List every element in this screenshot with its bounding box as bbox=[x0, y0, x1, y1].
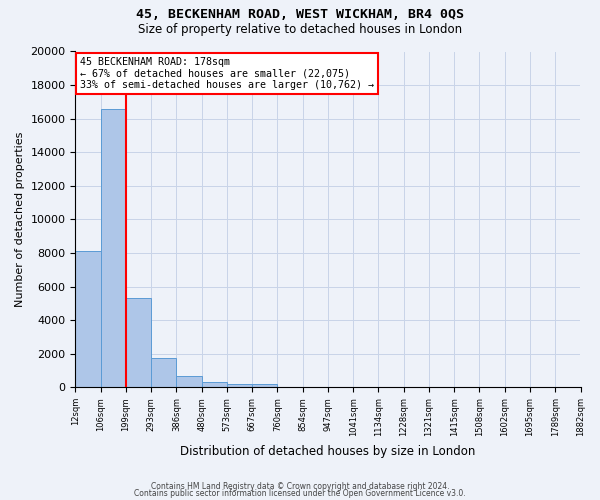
Bar bbox=[202, 382, 227, 388]
Text: Size of property relative to detached houses in London: Size of property relative to detached ho… bbox=[138, 22, 462, 36]
Bar bbox=[76, 252, 101, 388]
Text: Contains HM Land Registry data © Crown copyright and database right 2024.: Contains HM Land Registry data © Crown c… bbox=[151, 482, 449, 491]
Bar bbox=[227, 384, 252, 388]
Bar bbox=[252, 384, 277, 388]
Text: Contains public sector information licensed under the Open Government Licence v3: Contains public sector information licen… bbox=[134, 490, 466, 498]
Bar bbox=[126, 298, 151, 388]
Text: 45 BECKENHAM ROAD: 178sqm
← 67% of detached houses are smaller (22,075)
33% of s: 45 BECKENHAM ROAD: 178sqm ← 67% of detac… bbox=[80, 56, 374, 90]
X-axis label: Distribution of detached houses by size in London: Distribution of detached houses by size … bbox=[180, 444, 476, 458]
Text: 45, BECKENHAM ROAD, WEST WICKHAM, BR4 0QS: 45, BECKENHAM ROAD, WEST WICKHAM, BR4 0Q… bbox=[136, 8, 464, 20]
Bar bbox=[101, 108, 126, 388]
Bar bbox=[151, 358, 176, 388]
Y-axis label: Number of detached properties: Number of detached properties bbox=[15, 132, 25, 307]
Bar bbox=[176, 376, 202, 388]
